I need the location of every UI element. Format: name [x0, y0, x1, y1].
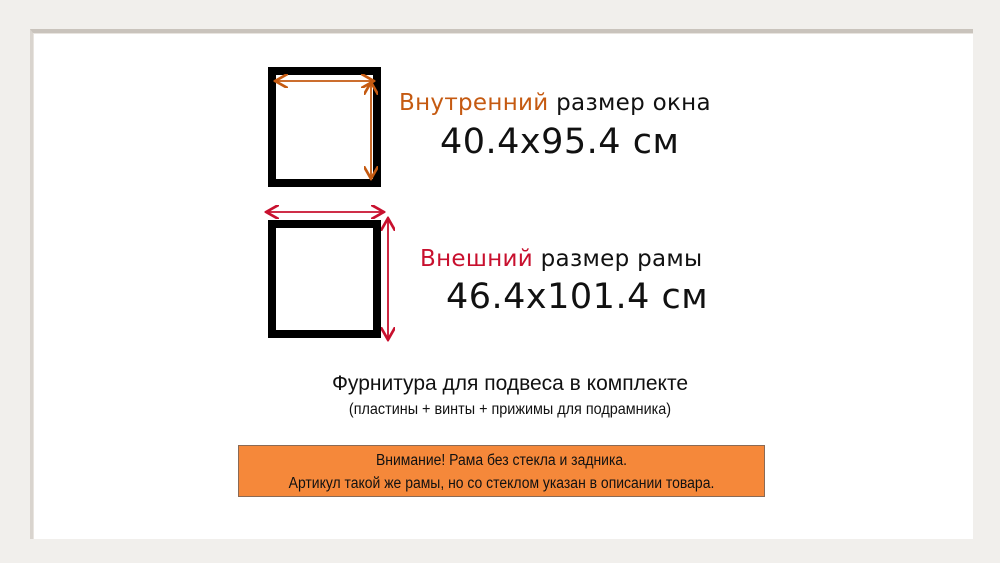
outer-size-value: 46.4x101.4 см	[446, 277, 709, 317]
inner-size-frame-icon	[268, 67, 381, 187]
notice-banner: Внимание! Рама без стекла и задника. Арт…	[238, 445, 765, 497]
outer-size-label-rest: размер рамы	[533, 246, 703, 272]
notice-line-1: Внимание! Рама без стекла и задника.	[375, 452, 628, 469]
inner-size-value: 40.4x95.4 см	[440, 122, 680, 162]
outer-size-frame-icon	[268, 212, 388, 338]
hardware-details: (пластины + винты + прижимы для подрамни…	[348, 401, 672, 418]
inner-size-highlight: Внутренний	[399, 90, 549, 116]
outer-size-label: Внешний размер рамы	[420, 246, 703, 272]
inner-size-label-rest: размер окна	[548, 90, 711, 116]
inner-size-label: Внутренний размер окна	[399, 90, 711, 116]
hardware-title: Фурнитура для подвеса в комплекте	[331, 372, 689, 395]
outer-size-highlight: Внешний	[420, 246, 534, 272]
notice-line-2: Артикул такой же рамы, но со стеклом ука…	[288, 475, 715, 492]
